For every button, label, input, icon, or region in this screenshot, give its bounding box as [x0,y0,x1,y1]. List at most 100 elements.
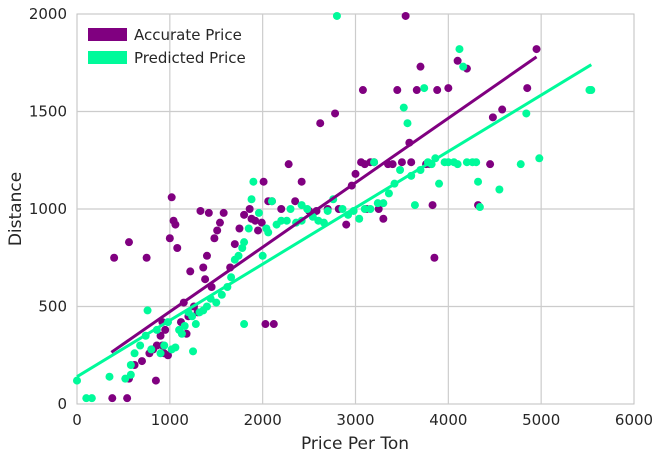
point-predicted-price [472,158,481,167]
point-accurate-price [204,208,213,217]
gridlines [77,14,634,404]
point-accurate-price [388,160,397,169]
point-predicted-price [234,251,243,260]
point-predicted-price [338,205,347,213]
point-predicted-price [227,273,236,282]
point-predicted-price [462,158,471,167]
y-axis-title: Distance [6,172,26,246]
point-predicted-price [171,343,180,352]
point-predicted-price [420,84,429,93]
point-accurate-price [393,86,402,95]
point-predicted-price [82,394,91,403]
x-tick-label: 1000 [151,411,189,429]
point-accurate-price [110,253,119,262]
y-tick-label: 1500 [29,103,67,121]
point-accurate-price [532,45,541,54]
x-tick-label: 4000 [429,411,467,429]
point-accurate-price [210,234,219,243]
point-accurate-price [379,214,388,223]
point-predicted-price [121,374,130,383]
point-predicted-price [247,195,256,204]
point-accurate-price [401,11,410,20]
point-accurate-price [257,218,266,227]
point-predicted-price [217,290,226,299]
x-tick-label: 3000 [336,411,374,429]
legend-label-accurate-price: Accurate Price [134,26,242,44]
point-predicted-price [370,158,379,167]
point-accurate-price [486,160,495,169]
x-axis-title: Price Per Ton [301,434,409,454]
point-accurate-price [199,263,208,272]
point-accurate-price [342,220,351,229]
point-accurate-price [219,208,228,217]
point-predicted-price [403,119,412,128]
point-predicted-price [360,205,369,213]
point-accurate-price [251,216,260,225]
point-predicted-price [143,306,152,315]
point-accurate-price [416,62,425,71]
point-predicted-price [130,349,139,358]
point-predicted-price [258,251,267,260]
point-predicted-price [264,228,273,237]
point-predicted-price [475,203,484,212]
point-accurate-price [124,238,133,247]
point-accurate-price [358,86,367,95]
point-predicted-price [136,341,145,350]
point-predicted-price [180,322,189,330]
point-accurate-price [202,251,211,260]
point-accurate-price [142,253,151,262]
point-accurate-price [213,226,222,235]
legend: Accurate Price Predicted Price [88,26,246,67]
point-predicted-price [303,205,312,213]
point-predicted-price [297,201,306,210]
point-predicted-price [435,179,444,188]
point-accurate-price [167,193,176,202]
point-accurate-price [453,56,462,65]
x-tick-label: 0 [72,411,82,429]
point-accurate-price [297,177,306,186]
point-accurate-price [316,119,325,128]
point-predicted-price [379,199,388,208]
point-accurate-price [196,206,205,215]
fit-line-accurate-price [110,55,538,354]
point-predicted-price [474,177,483,186]
point-accurate-price [151,376,160,385]
point-predicted-price [240,238,249,247]
point-accurate-price [123,394,132,403]
point-accurate-price [488,113,497,122]
point-predicted-price [410,201,419,210]
point-predicted-price [535,154,544,163]
point-predicted-price [126,361,135,369]
point-accurate-price [254,226,263,235]
point-accurate-price [171,220,180,229]
x-tick-label: 2000 [244,411,282,429]
point-predicted-price [495,185,504,194]
point-predicted-price [587,86,596,95]
y-tick-label: 0 [57,395,67,413]
point-predicted-price [105,372,114,381]
point-predicted-price [282,216,291,225]
point-predicted-price [191,320,200,329]
point-accurate-price [523,84,532,93]
point-predicted-price [87,394,96,403]
point-predicted-price [188,312,197,321]
x-tick-labels: 0 1000 2000 3000 4000 5000 6000 [72,411,653,429]
point-accurate-price [412,86,421,95]
point-predicted-price [277,216,286,225]
point-accurate-price [156,331,165,340]
y-tick-labels: 0 500 1000 1500 2000 [29,5,67,413]
point-predicted-price [384,189,393,198]
point-accurate-price [351,169,360,178]
point-predicted-price [240,320,249,329]
point-accurate-price [331,109,340,118]
point-predicted-price [522,109,531,118]
point-accurate-price [137,357,146,366]
point-predicted-price [244,224,253,233]
fit-lines [76,55,593,378]
point-predicted-price [286,205,295,213]
point-accurate-price [173,244,182,252]
point-predicted-price [396,166,405,174]
point-predicted-price [189,347,198,356]
point-predicted-price [373,199,382,208]
